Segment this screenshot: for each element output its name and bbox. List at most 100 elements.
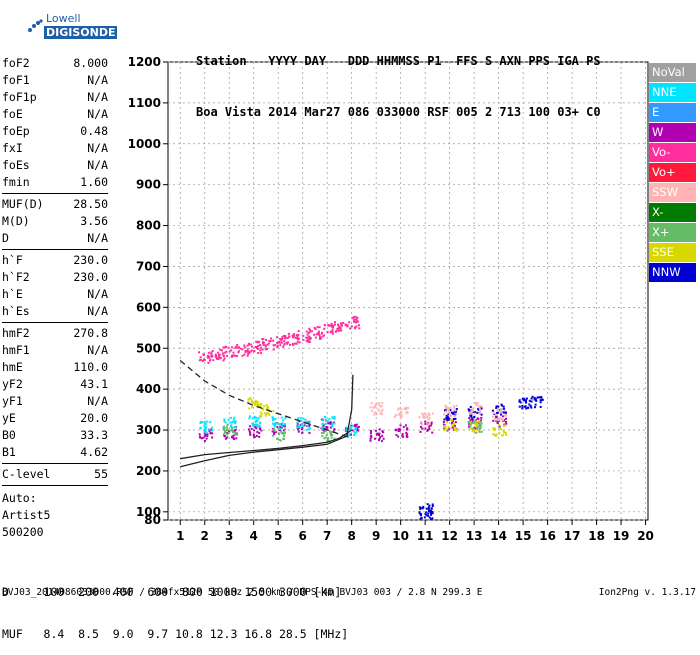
echo-point: [279, 427, 282, 430]
echo-point: [291, 334, 294, 337]
echo-point: [538, 396, 541, 399]
echo-point: [255, 427, 258, 430]
echo-point: [331, 425, 334, 428]
echo-point: [428, 510, 431, 513]
echo-point: [230, 349, 233, 352]
echo-point: [249, 433, 252, 436]
legend-item: Vo+: [649, 163, 696, 182]
echo-point: [330, 436, 333, 439]
legend-item: NNE: [649, 83, 696, 102]
echo-point: [208, 429, 211, 432]
echo-point: [207, 361, 210, 364]
echo-point: [443, 424, 446, 427]
echo-point: [226, 428, 229, 431]
echo-point: [252, 434, 255, 437]
echo-point: [380, 412, 383, 415]
echo-point: [296, 421, 299, 424]
echo-point: [318, 334, 321, 337]
echo-point: [258, 425, 261, 428]
param-name: B1: [2, 445, 16, 459]
echo-point: [338, 325, 341, 328]
echo-point: [498, 423, 501, 426]
auto-line: Auto:: [2, 491, 37, 505]
echo-point: [272, 422, 275, 425]
param-name: hmE: [2, 360, 23, 374]
echo-point: [284, 335, 287, 338]
echo-point: [271, 416, 274, 419]
echo-point: [358, 327, 361, 330]
param-value: 4.62: [80, 445, 108, 459]
param-name: foF1p: [2, 90, 37, 104]
echo-point: [353, 430, 356, 433]
echo-point: [283, 431, 286, 434]
echo-point: [255, 347, 258, 350]
echo-point: [258, 422, 261, 425]
echo-point: [500, 403, 503, 406]
echo-point: [300, 423, 303, 426]
echo-point: [525, 401, 528, 404]
echo-point: [322, 423, 325, 426]
echo-point: [323, 426, 326, 429]
echo-point: [207, 351, 210, 354]
echo-point: [203, 424, 206, 427]
echo-point: [223, 426, 226, 429]
echo-point: [345, 429, 348, 432]
echo-point: [248, 415, 251, 418]
param-name: fxI: [2, 141, 23, 155]
echo-point: [288, 335, 291, 338]
legend-item: NNW: [649, 263, 696, 282]
echo-point: [254, 346, 257, 349]
echo-point: [265, 403, 268, 406]
echo-point: [424, 422, 427, 425]
x-tick-label: 5: [274, 529, 282, 543]
echo-point: [525, 399, 528, 402]
echo-point: [394, 413, 397, 416]
echo-point: [235, 354, 238, 357]
echo-point: [497, 405, 500, 408]
echo-point: [354, 428, 357, 431]
echo-point: [248, 417, 251, 420]
param-value: N/A: [87, 231, 108, 245]
echo-point: [333, 417, 336, 420]
echo-point: [497, 418, 500, 421]
param-name: h`E: [2, 287, 23, 301]
echo-point: [276, 344, 279, 347]
echo-point: [523, 397, 526, 400]
echo-point: [475, 425, 478, 428]
echo-point: [356, 427, 359, 430]
echo-point: [258, 427, 261, 430]
echo-point: [296, 341, 299, 344]
echo-point: [328, 430, 331, 433]
echo-point: [501, 404, 504, 407]
echo-point: [500, 418, 503, 421]
echo-point: [215, 356, 218, 359]
echo-point: [504, 424, 507, 427]
echo-point: [492, 415, 495, 418]
echo-point: [422, 416, 425, 419]
param-value: 8.000: [73, 56, 108, 70]
echo-point: [326, 331, 329, 334]
echo-point: [505, 417, 508, 420]
echo-point: [295, 342, 298, 345]
echo-point: [476, 411, 479, 414]
echo-point: [274, 418, 277, 421]
echo-point: [523, 405, 526, 408]
echo-point: [234, 433, 237, 436]
echo-point: [453, 428, 456, 431]
echo-point: [469, 423, 472, 426]
echo-point: [254, 401, 257, 404]
echo-point: [257, 347, 260, 350]
echo-point: [331, 326, 334, 329]
echo-point: [479, 404, 482, 407]
param-value: 55: [94, 467, 108, 481]
echo-point: [428, 422, 431, 425]
echo-point: [443, 418, 446, 421]
echo-point: [321, 423, 324, 426]
echo-point: [276, 438, 279, 441]
echo-point: [468, 410, 471, 413]
echo-point: [279, 344, 282, 347]
echo-point: [264, 345, 267, 348]
param-value: 270.8: [73, 326, 108, 340]
echo-point: [276, 336, 279, 339]
echo-point: [324, 436, 327, 439]
